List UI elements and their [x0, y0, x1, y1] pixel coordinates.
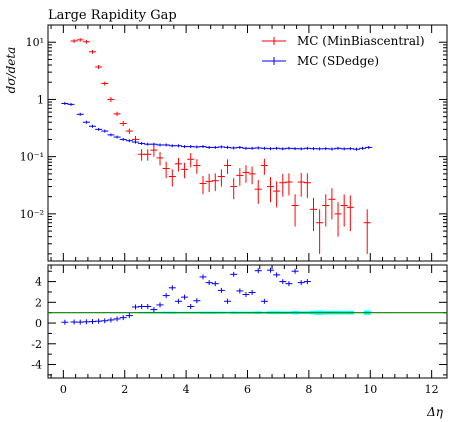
main-y-tick-label: 10¹: [26, 36, 44, 49]
ratio-y-tick-label: -2: [31, 338, 42, 351]
ratio-x-tick-label: 8: [305, 383, 312, 396]
x-axis-label: Δη: [426, 405, 444, 419]
ratio-y-tick-label: 4: [35, 276, 42, 289]
main-y-tick-label: 1: [37, 93, 44, 106]
ratio-x-tick-label: 6: [244, 383, 251, 396]
ratio-x-tick-label: 4: [183, 383, 190, 396]
ratio-x-tick-label: 10: [363, 383, 377, 396]
ratio-x-tick-label: 12: [425, 383, 439, 396]
legend-label-sdedge: MC (SDedge): [297, 54, 379, 68]
ratio-y-tick-label: 0: [35, 317, 42, 330]
main-plot-frame: [47, 24, 448, 262]
legend-entry-minbias: MC (MinBiascentral): [262, 34, 425, 48]
ratio-x-tick-label: 2: [121, 383, 128, 396]
ratio-uncertainty-band: [48, 310, 447, 315]
legend-entry-sdedge: MC (SDedge): [262, 54, 379, 68]
ratio-y-tick-label: 2: [35, 296, 42, 309]
main-data-marks: [61, 38, 373, 254]
main-y-tick-label: 10⁻¹: [20, 151, 44, 164]
main-axis-ticks: 10¹ 1 10⁻¹ 10⁻²: [20, 24, 447, 261]
chart-title: Large Rapidity Gap: [48, 8, 177, 23]
legend: MC (MinBiascentral) MC (SDedge): [262, 34, 425, 68]
main-y-tick-label: 10⁻²: [20, 208, 44, 221]
ratio-data-marks: [61, 267, 311, 325]
y-axis-label: dσ/deta: [4, 47, 18, 94]
ratio-x-tick-label: 0: [60, 383, 67, 396]
ratio-plot-frame: [47, 264, 448, 379]
ratio-axis-ticks: 0 2 4 6 8 10 12 -4 -2 0 2 4: [31, 265, 447, 396]
legend-label-minbias: MC (MinBiascentral): [297, 34, 425, 48]
ratio-y-tick-label: -4: [31, 359, 42, 372]
